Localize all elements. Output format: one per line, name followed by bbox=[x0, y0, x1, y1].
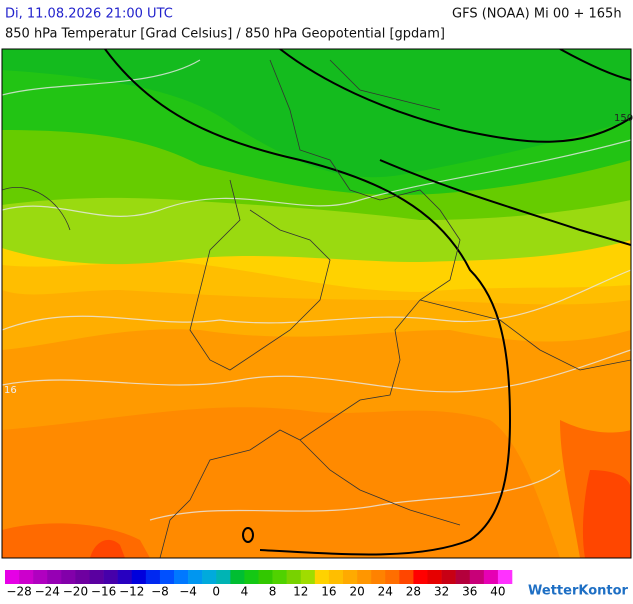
legend-swatch bbox=[483, 570, 499, 584]
legend-swatch bbox=[61, 570, 76, 584]
legend-swatch bbox=[19, 570, 34, 584]
legend-tick-label: −28 bbox=[6, 585, 31, 599]
legend-swatch bbox=[441, 570, 456, 584]
legend-tick-label: −20 bbox=[63, 585, 88, 599]
legend-swatch bbox=[427, 570, 442, 584]
legend-swatch bbox=[159, 570, 175, 584]
legend-swatch bbox=[216, 570, 231, 584]
legend-tick-label: 36 bbox=[462, 585, 477, 599]
legend-tick-label: 32 bbox=[434, 585, 449, 599]
contour-label: 150 bbox=[614, 113, 633, 124]
legend-tick-label: 24 bbox=[378, 585, 393, 599]
legend-swatch bbox=[145, 570, 161, 584]
model-run: GFS (NOAA) Mi 00 + 165h bbox=[452, 7, 622, 22]
legend-swatch bbox=[371, 570, 386, 584]
legend-tick-label: 28 bbox=[406, 585, 421, 599]
legend-tick-label: 0 bbox=[212, 585, 220, 599]
legend-tick-label: −12 bbox=[119, 585, 144, 599]
legend-swatch bbox=[5, 570, 20, 584]
legend-swatch bbox=[469, 570, 485, 584]
legend-swatch bbox=[33, 570, 48, 584]
legend-swatch bbox=[47, 570, 62, 584]
legend-swatch bbox=[244, 570, 259, 584]
legend-swatch bbox=[202, 570, 217, 584]
legend-tick-label: 20 bbox=[349, 585, 364, 599]
legend-swatch bbox=[230, 570, 245, 584]
valid-time: Di, 11.08.2026 21:00 UTC bbox=[5, 7, 173, 22]
legend-tick-label: −4 bbox=[179, 585, 197, 599]
legend-tick-label: −24 bbox=[35, 585, 60, 599]
legend-swatch bbox=[357, 570, 372, 584]
legend-swatch bbox=[272, 570, 287, 584]
legend-swatch bbox=[399, 570, 414, 584]
legend-swatch bbox=[497, 570, 513, 584]
brand-logo: WetterKontor bbox=[528, 584, 629, 599]
legend-swatch bbox=[89, 570, 104, 584]
legend-swatch bbox=[455, 570, 471, 584]
legend-tick-label: 16 bbox=[321, 585, 336, 599]
subtitle: 850 hPa Temperatur [Grad Celsius] / 850 … bbox=[5, 27, 445, 42]
legend-tick-label: −8 bbox=[151, 585, 169, 599]
color-legend: −28 −24 −20 −16 −12 −8 −4 0 4 8 12 16 20 24 28 32 36 40 bbox=[5, 570, 513, 599]
legend-tick-label: 12 bbox=[293, 585, 308, 599]
legend-swatch bbox=[75, 570, 90, 584]
legend-tick-label: −16 bbox=[91, 585, 116, 599]
legend-swatch bbox=[131, 570, 147, 584]
legend-swatch bbox=[258, 570, 273, 584]
legend-swatch bbox=[174, 570, 189, 584]
map: 150 16 bbox=[1, 48, 633, 559]
legend-swatch bbox=[286, 570, 302, 584]
legend-swatch bbox=[103, 570, 118, 584]
legend-tick-label: 4 bbox=[241, 585, 249, 599]
legend-tick-label: 40 bbox=[490, 585, 505, 599]
legend-swatch bbox=[343, 570, 358, 584]
legend-swatch bbox=[328, 570, 344, 584]
contour-label: 16 bbox=[4, 385, 17, 396]
legend-swatch bbox=[413, 570, 428, 584]
legend-tick-label: 8 bbox=[269, 585, 277, 599]
legend-swatch bbox=[117, 570, 133, 584]
legend-swatch bbox=[188, 570, 203, 584]
legend-swatch bbox=[385, 570, 400, 584]
legend-swatch bbox=[314, 570, 330, 584]
legend-swatch bbox=[300, 570, 316, 584]
